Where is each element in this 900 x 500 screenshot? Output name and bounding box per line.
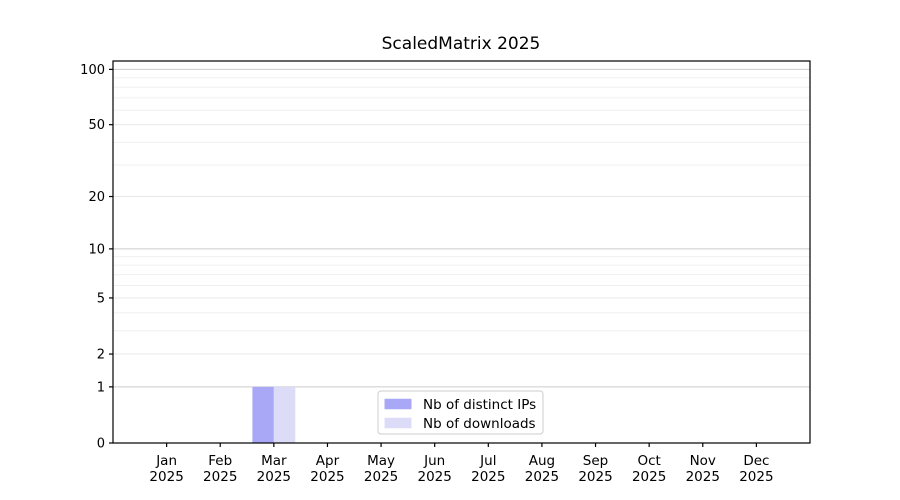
x-tick-label-month: Sep bbox=[583, 453, 608, 469]
x-tick-label-year: 2025 bbox=[471, 469, 505, 485]
bars-group bbox=[252, 386, 296, 443]
x-tick-label-month: May bbox=[367, 453, 395, 469]
gridlines bbox=[113, 68, 810, 388]
y-tick-label: 1 bbox=[97, 380, 105, 395]
x-tick-label-month: Feb bbox=[208, 453, 232, 469]
x-tick-label-month: Aug bbox=[529, 453, 555, 469]
bar-nb-of-distinct-ips-mar-2025 bbox=[252, 386, 274, 443]
x-tick-label-year: 2025 bbox=[310, 469, 344, 485]
x-tick-label-year: 2025 bbox=[364, 469, 398, 485]
y-tick-label: 20 bbox=[88, 190, 105, 205]
legend: Nb of distinct IPs Nb of downloads bbox=[377, 390, 544, 435]
y-tick-label: 50 bbox=[88, 118, 105, 133]
legend-swatch-nb-of-downloads bbox=[384, 417, 412, 429]
y-tick-label: 0 bbox=[97, 437, 105, 452]
x-tick-label-year: 2025 bbox=[578, 469, 612, 485]
y-tick-label: 100 bbox=[80, 63, 105, 78]
x-tick-label-month: Apr bbox=[316, 453, 340, 469]
x-tick-label-month: Jan bbox=[155, 453, 177, 469]
x-tick-label-year: 2025 bbox=[418, 469, 452, 485]
legend-label-nb-of-downloads: Nb of downloads bbox=[423, 416, 536, 432]
x-tick-label-year: 2025 bbox=[686, 469, 720, 485]
y-tick-label: 5 bbox=[97, 291, 105, 306]
x-tick-label-year: 2025 bbox=[257, 469, 291, 485]
legend-box bbox=[377, 390, 544, 435]
x-tick-label-year: 2025 bbox=[739, 469, 773, 485]
x-tick-label-month: Nov bbox=[690, 453, 716, 469]
y-axis: 0 1 2 5 10 20 50 100 bbox=[80, 63, 113, 452]
y-tick-label: 2 bbox=[97, 348, 105, 363]
legend-label-nb-of-distinct-ips: Nb of distinct IPs bbox=[423, 397, 536, 413]
x-tick-label-year: 2025 bbox=[525, 469, 559, 485]
legend-swatch-nb-of-distinct-ips bbox=[384, 398, 412, 410]
x-tick-label-month: Mar bbox=[261, 453, 287, 469]
x-tick-label-year: 2025 bbox=[632, 469, 666, 485]
y-tick-label: 10 bbox=[88, 242, 105, 257]
plot-border bbox=[112, 60, 811, 444]
chart-title: ScaledMatrix 2025 bbox=[381, 34, 541, 54]
x-tick-label-month: Dec bbox=[743, 453, 769, 469]
x-tick-label-month: Jun bbox=[423, 453, 445, 469]
x-tick-label-year: 2025 bbox=[203, 469, 237, 485]
x-tick-label-month: Oct bbox=[637, 453, 660, 469]
x-axis: Jan2025Feb2025Mar2025Apr2025May2025Jun20… bbox=[149, 443, 774, 485]
x-tick-label-year: 2025 bbox=[149, 469, 183, 485]
bar-nb-of-downloads-mar-2025 bbox=[273, 386, 296, 443]
x-tick-label-month: Jul bbox=[479, 453, 496, 469]
